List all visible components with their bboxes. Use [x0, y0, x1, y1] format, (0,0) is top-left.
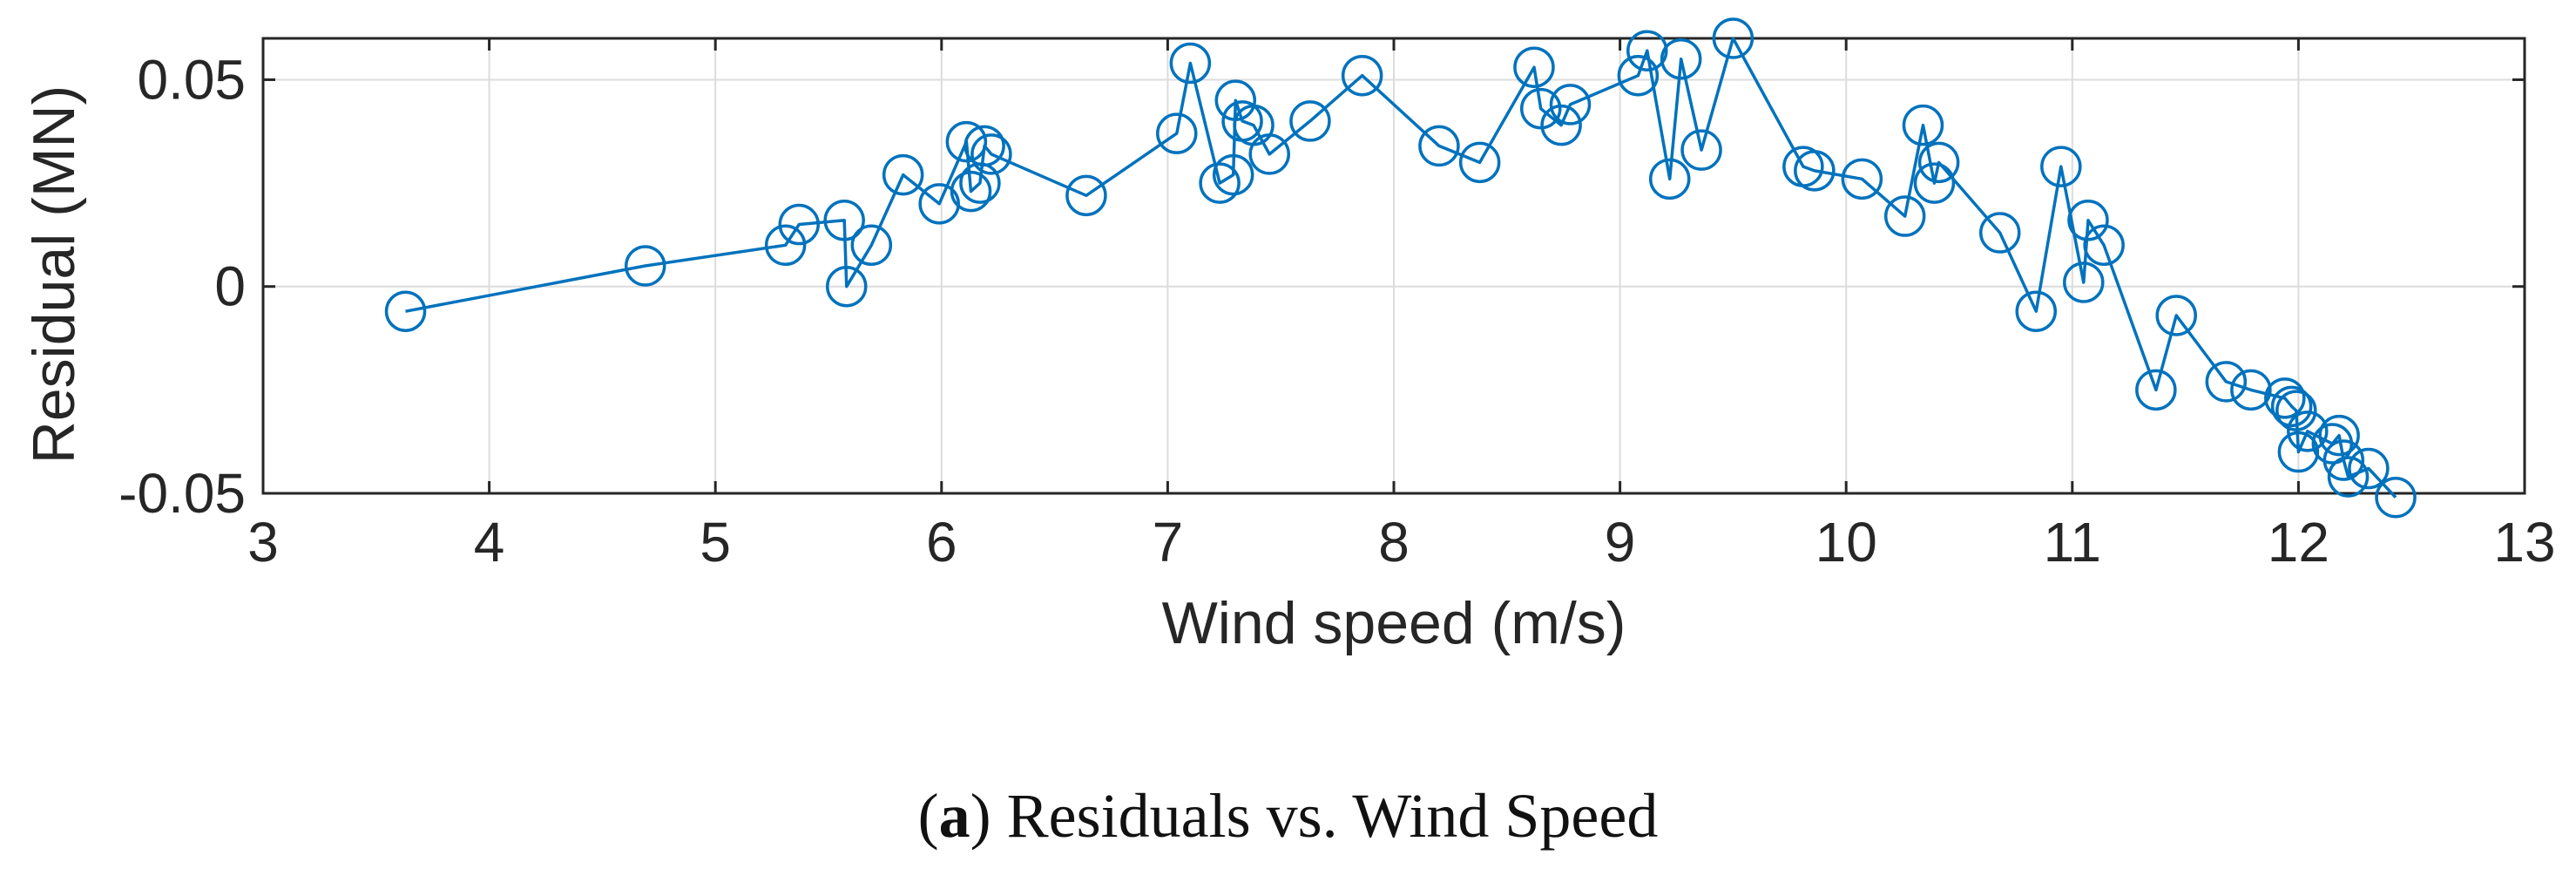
- data-point-marker: [1065, 174, 1107, 217]
- data-point-marker: [1540, 104, 1582, 146]
- data-point-marker: [2277, 431, 2320, 473]
- data-point-marker: [918, 183, 960, 225]
- data-point-marker: [384, 290, 427, 332]
- data-point-marker: [1660, 37, 1702, 80]
- data-series: [384, 17, 2417, 519]
- data-point-marker: [826, 265, 868, 308]
- data-point-marker: [2040, 146, 2082, 187]
- x-tick-label: 13: [2493, 511, 2555, 574]
- x-tick-label: 8: [1378, 511, 1410, 574]
- x-tick-label: 11: [2044, 511, 2101, 574]
- y-axis-title: Residual (MN): [21, 85, 87, 465]
- data-point-marker: [2375, 476, 2417, 519]
- x-tick-label: 7: [1153, 511, 1184, 574]
- data-point-marker: [1418, 125, 1460, 167]
- data-point-marker: [1513, 46, 1555, 88]
- data-point-marker: [1156, 112, 1198, 154]
- data-point-marker: [1794, 150, 1836, 192]
- data-point-marker: [1617, 54, 1660, 97]
- y-tick-label: -0.05: [118, 462, 246, 525]
- data-point-marker: [2270, 385, 2313, 428]
- y-tick-label: 0: [214, 255, 246, 318]
- data-point-marker: [2063, 261, 2105, 303]
- data-point-marker: [1712, 17, 1755, 59]
- grid-lines: [262, 38, 2525, 494]
- data-point-marker: [1626, 30, 1668, 71]
- data-point-marker: [970, 133, 1012, 175]
- data-point-marker: [2205, 361, 2248, 403]
- data-point-marker: [1648, 158, 1691, 200]
- x-tick-label: 3: [247, 511, 279, 574]
- data-point-marker: [2015, 290, 2058, 332]
- x-tick-label: 10: [1815, 511, 1877, 574]
- data-point-marker: [1549, 84, 1592, 126]
- data-point-marker: [2322, 439, 2365, 481]
- series-line: [405, 37, 2397, 499]
- x-tick-label: 12: [2268, 511, 2329, 574]
- data-point-marker: [1169, 42, 1212, 85]
- data-point-marker: [2230, 369, 2272, 411]
- x-tick-label: 4: [474, 511, 505, 574]
- residual-chart: 3 4 5 6 7 8 9 10 11 12 13 -0.05 0 0.05 Wind speed (m/…: [21, 17, 2556, 656]
- data-point-marker: [963, 125, 1005, 167]
- x-tick-label: 9: [1605, 511, 1636, 574]
- data-point-marker: [882, 153, 924, 196]
- x-axis-title: Wind speed (m/s): [1162, 590, 1626, 656]
- data-point-marker: [1248, 133, 1290, 175]
- figure-caption: (a) Residuals vs. Wind Speed: [917, 781, 1659, 851]
- data-point-marker: [2348, 447, 2390, 490]
- data-point-marker: [1458, 141, 1501, 184]
- data-point-marker: [823, 200, 865, 241]
- data-point-marker: [624, 245, 666, 287]
- data-point-marker: [1913, 162, 1956, 204]
- data-point-marker: [1883, 195, 1926, 237]
- data-point-marker: [1341, 54, 1383, 97]
- y-tick-label: 0.05: [137, 48, 246, 111]
- data-point-marker: [764, 224, 807, 267]
- data-point-marker: [1978, 212, 2021, 254]
- data-point-marker: [1841, 158, 1883, 200]
- data-point-marker: [1289, 100, 1331, 142]
- data-point-marker: [2155, 295, 2197, 336]
- data-point-marker: [2264, 377, 2306, 419]
- data-point-marker: [1199, 162, 1241, 204]
- data-point-marker: [850, 224, 893, 267]
- axis-ticks: 3 4 5 6 7 8 9 10 11 12 13 -0.05 0 0.05: [118, 38, 2556, 574]
- data-point-marker: [778, 203, 821, 246]
- data-point-marker: [2287, 411, 2329, 452]
- data-point-marker: [1680, 129, 1722, 171]
- data-point-marker: [1917, 141, 1960, 184]
- data-point-marker: [945, 120, 988, 163]
- data-point-marker: [1902, 104, 1944, 146]
- caption-label: a: [938, 781, 970, 851]
- x-tick-label: 5: [700, 511, 731, 574]
- data-point-marker: [2318, 414, 2360, 457]
- data-point-marker: [2067, 200, 2109, 241]
- x-tick-label: 6: [926, 511, 957, 574]
- data-point-marker: [2275, 390, 2317, 431]
- data-point-marker: [2135, 369, 2177, 411]
- data-point-marker: [1212, 153, 1254, 196]
- caption-text: Residuals vs. Wind Speed: [1006, 781, 1659, 851]
- data-point-marker: [2327, 456, 2370, 498]
- data-point-marker: [950, 170, 992, 213]
- data-point-marker: [2083, 224, 2125, 267]
